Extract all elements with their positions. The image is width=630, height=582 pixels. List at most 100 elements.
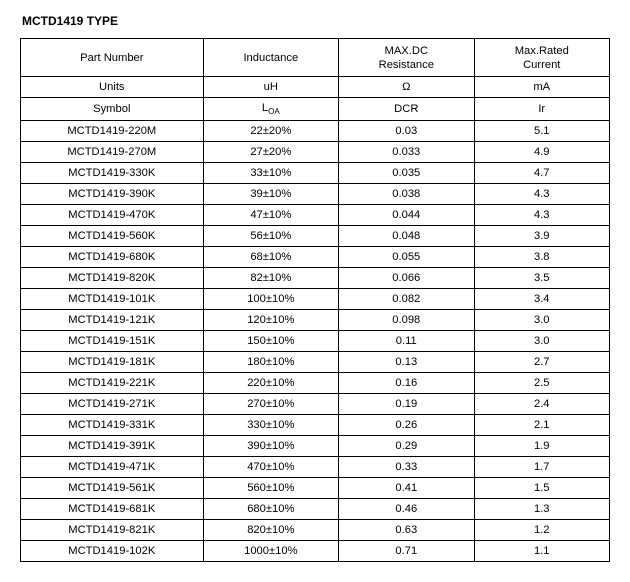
cell-dcr: 0.055 [339,247,474,268]
symbol-dcr: DCR [339,98,474,121]
table-header-row: Part Number Inductance MAX.DCResistance … [21,39,610,77]
table-row: MCTD1419-471K470±10%0.331.7 [21,457,610,478]
symbol-inductance: LOA [203,98,338,121]
cell-part: MCTD1419-102K [21,541,204,562]
cell-inductance: 150±10% [203,331,338,352]
table-row: MCTD1419-821K820±10%0.631.2 [21,520,610,541]
cell-part: MCTD1419-271K [21,394,204,415]
cell-inductance: 680±10% [203,499,338,520]
table-row: MCTD1419-470K47±10%0.0444.3 [21,205,610,226]
cell-dcr: 0.13 [339,352,474,373]
table-row: MCTD1419-391K390±10%0.291.9 [21,436,610,457]
cell-dcr: 0.035 [339,163,474,184]
cell-inductance: 330±10% [203,415,338,436]
cell-inductance: 22±20% [203,121,338,142]
cell-dcr: 0.038 [339,184,474,205]
table-row: MCTD1419-331K330±10%0.262.1 [21,415,610,436]
table-row: MCTD1419-560K56±10%0.0483.9 [21,226,610,247]
cell-part: MCTD1419-330K [21,163,204,184]
cell-inductance: 100±10% [203,289,338,310]
units-dcr: Ω [339,77,474,98]
table-body: Units uH Ω mA Symbol LOA DCR Ir MCTD1419… [21,77,610,562]
table-row: MCTD1419-101K100±10%0.0823.4 [21,289,610,310]
table-row: MCTD1419-151K150±10%0.113.0 [21,331,610,352]
col-header-inductance: Inductance [203,39,338,77]
cell-inductance: 470±10% [203,457,338,478]
cell-inductance: 270±10% [203,394,338,415]
cell-part: MCTD1419-181K [21,352,204,373]
symbol-label: Symbol [21,98,204,121]
cell-current: 1.1 [474,541,609,562]
table-row: MCTD1419-680K68±10%0.0553.8 [21,247,610,268]
cell-part: MCTD1419-680K [21,247,204,268]
cell-inductance: 120±10% [203,310,338,331]
cell-current: 2.5 [474,373,609,394]
cell-part: MCTD1419-561K [21,478,204,499]
cell-current: 1.9 [474,436,609,457]
units-inductance: uH [203,77,338,98]
cell-current: 1.7 [474,457,609,478]
table-row: MCTD1419-271K270±10%0.192.4 [21,394,610,415]
table-row: MCTD1419-102K1000±10%0.711.1 [21,541,610,562]
symbol-current: Ir [474,98,609,121]
cell-part: MCTD1419-560K [21,226,204,247]
cell-inductance: 82±10% [203,268,338,289]
cell-inductance: 220±10% [203,373,338,394]
cell-current: 4.7 [474,163,609,184]
cell-current: 2.4 [474,394,609,415]
cell-dcr: 0.41 [339,478,474,499]
cell-inductance: 33±10% [203,163,338,184]
cell-dcr: 0.066 [339,268,474,289]
cell-inductance: 820±10% [203,520,338,541]
cell-dcr: 0.16 [339,373,474,394]
symbol-row: Symbol LOA DCR Ir [21,98,610,121]
units-row: Units uH Ω mA [21,77,610,98]
cell-part: MCTD1419-221K [21,373,204,394]
cell-part: MCTD1419-821K [21,520,204,541]
cell-current: 3.4 [474,289,609,310]
cell-dcr: 0.033 [339,142,474,163]
cell-current: 4.3 [474,205,609,226]
table-row: MCTD1419-390K39±10%0.0384.3 [21,184,610,205]
cell-current: 4.9 [474,142,609,163]
cell-inductance: 1000±10% [203,541,338,562]
table-row: MCTD1419-181K180±10%0.132.7 [21,352,610,373]
cell-part: MCTD1419-220M [21,121,204,142]
table-row: MCTD1419-221K220±10%0.162.5 [21,373,610,394]
cell-dcr: 0.19 [339,394,474,415]
cell-current: 2.7 [474,352,609,373]
cell-dcr: 0.03 [339,121,474,142]
col-header-part: Part Number [21,39,204,77]
table-row: MCTD1419-220M22±20%0.035.1 [21,121,610,142]
cell-part: MCTD1419-820K [21,268,204,289]
table-row: MCTD1419-330K33±10%0.0354.7 [21,163,610,184]
cell-current: 3.0 [474,310,609,331]
cell-current: 4.3 [474,184,609,205]
cell-dcr: 0.71 [339,541,474,562]
cell-part: MCTD1419-391K [21,436,204,457]
cell-part: MCTD1419-121K [21,310,204,331]
spec-table: Part Number Inductance MAX.DCResistance … [20,38,610,562]
symbol-inductance-sub: OA [268,107,280,116]
cell-current: 3.5 [474,268,609,289]
cell-inductance: 390±10% [203,436,338,457]
cell-inductance: 27±20% [203,142,338,163]
cell-dcr: 0.63 [339,520,474,541]
page-title: MCTD1419 TYPE [22,14,610,28]
cell-part: MCTD1419-101K [21,289,204,310]
cell-inductance: 560±10% [203,478,338,499]
cell-dcr: 0.048 [339,226,474,247]
cell-part: MCTD1419-470K [21,205,204,226]
cell-dcr: 0.044 [339,205,474,226]
table-row: MCTD1419-820K82±10%0.0663.5 [21,268,610,289]
cell-inductance: 180±10% [203,352,338,373]
cell-current: 3.9 [474,226,609,247]
table-row: MCTD1419-270M27±20%0.0334.9 [21,142,610,163]
cell-current: 2.1 [474,415,609,436]
cell-part: MCTD1419-390K [21,184,204,205]
cell-current: 1.5 [474,478,609,499]
cell-dcr: 0.098 [339,310,474,331]
cell-inductance: 39±10% [203,184,338,205]
cell-dcr: 0.082 [339,289,474,310]
table-row: MCTD1419-681K680±10%0.461.3 [21,499,610,520]
